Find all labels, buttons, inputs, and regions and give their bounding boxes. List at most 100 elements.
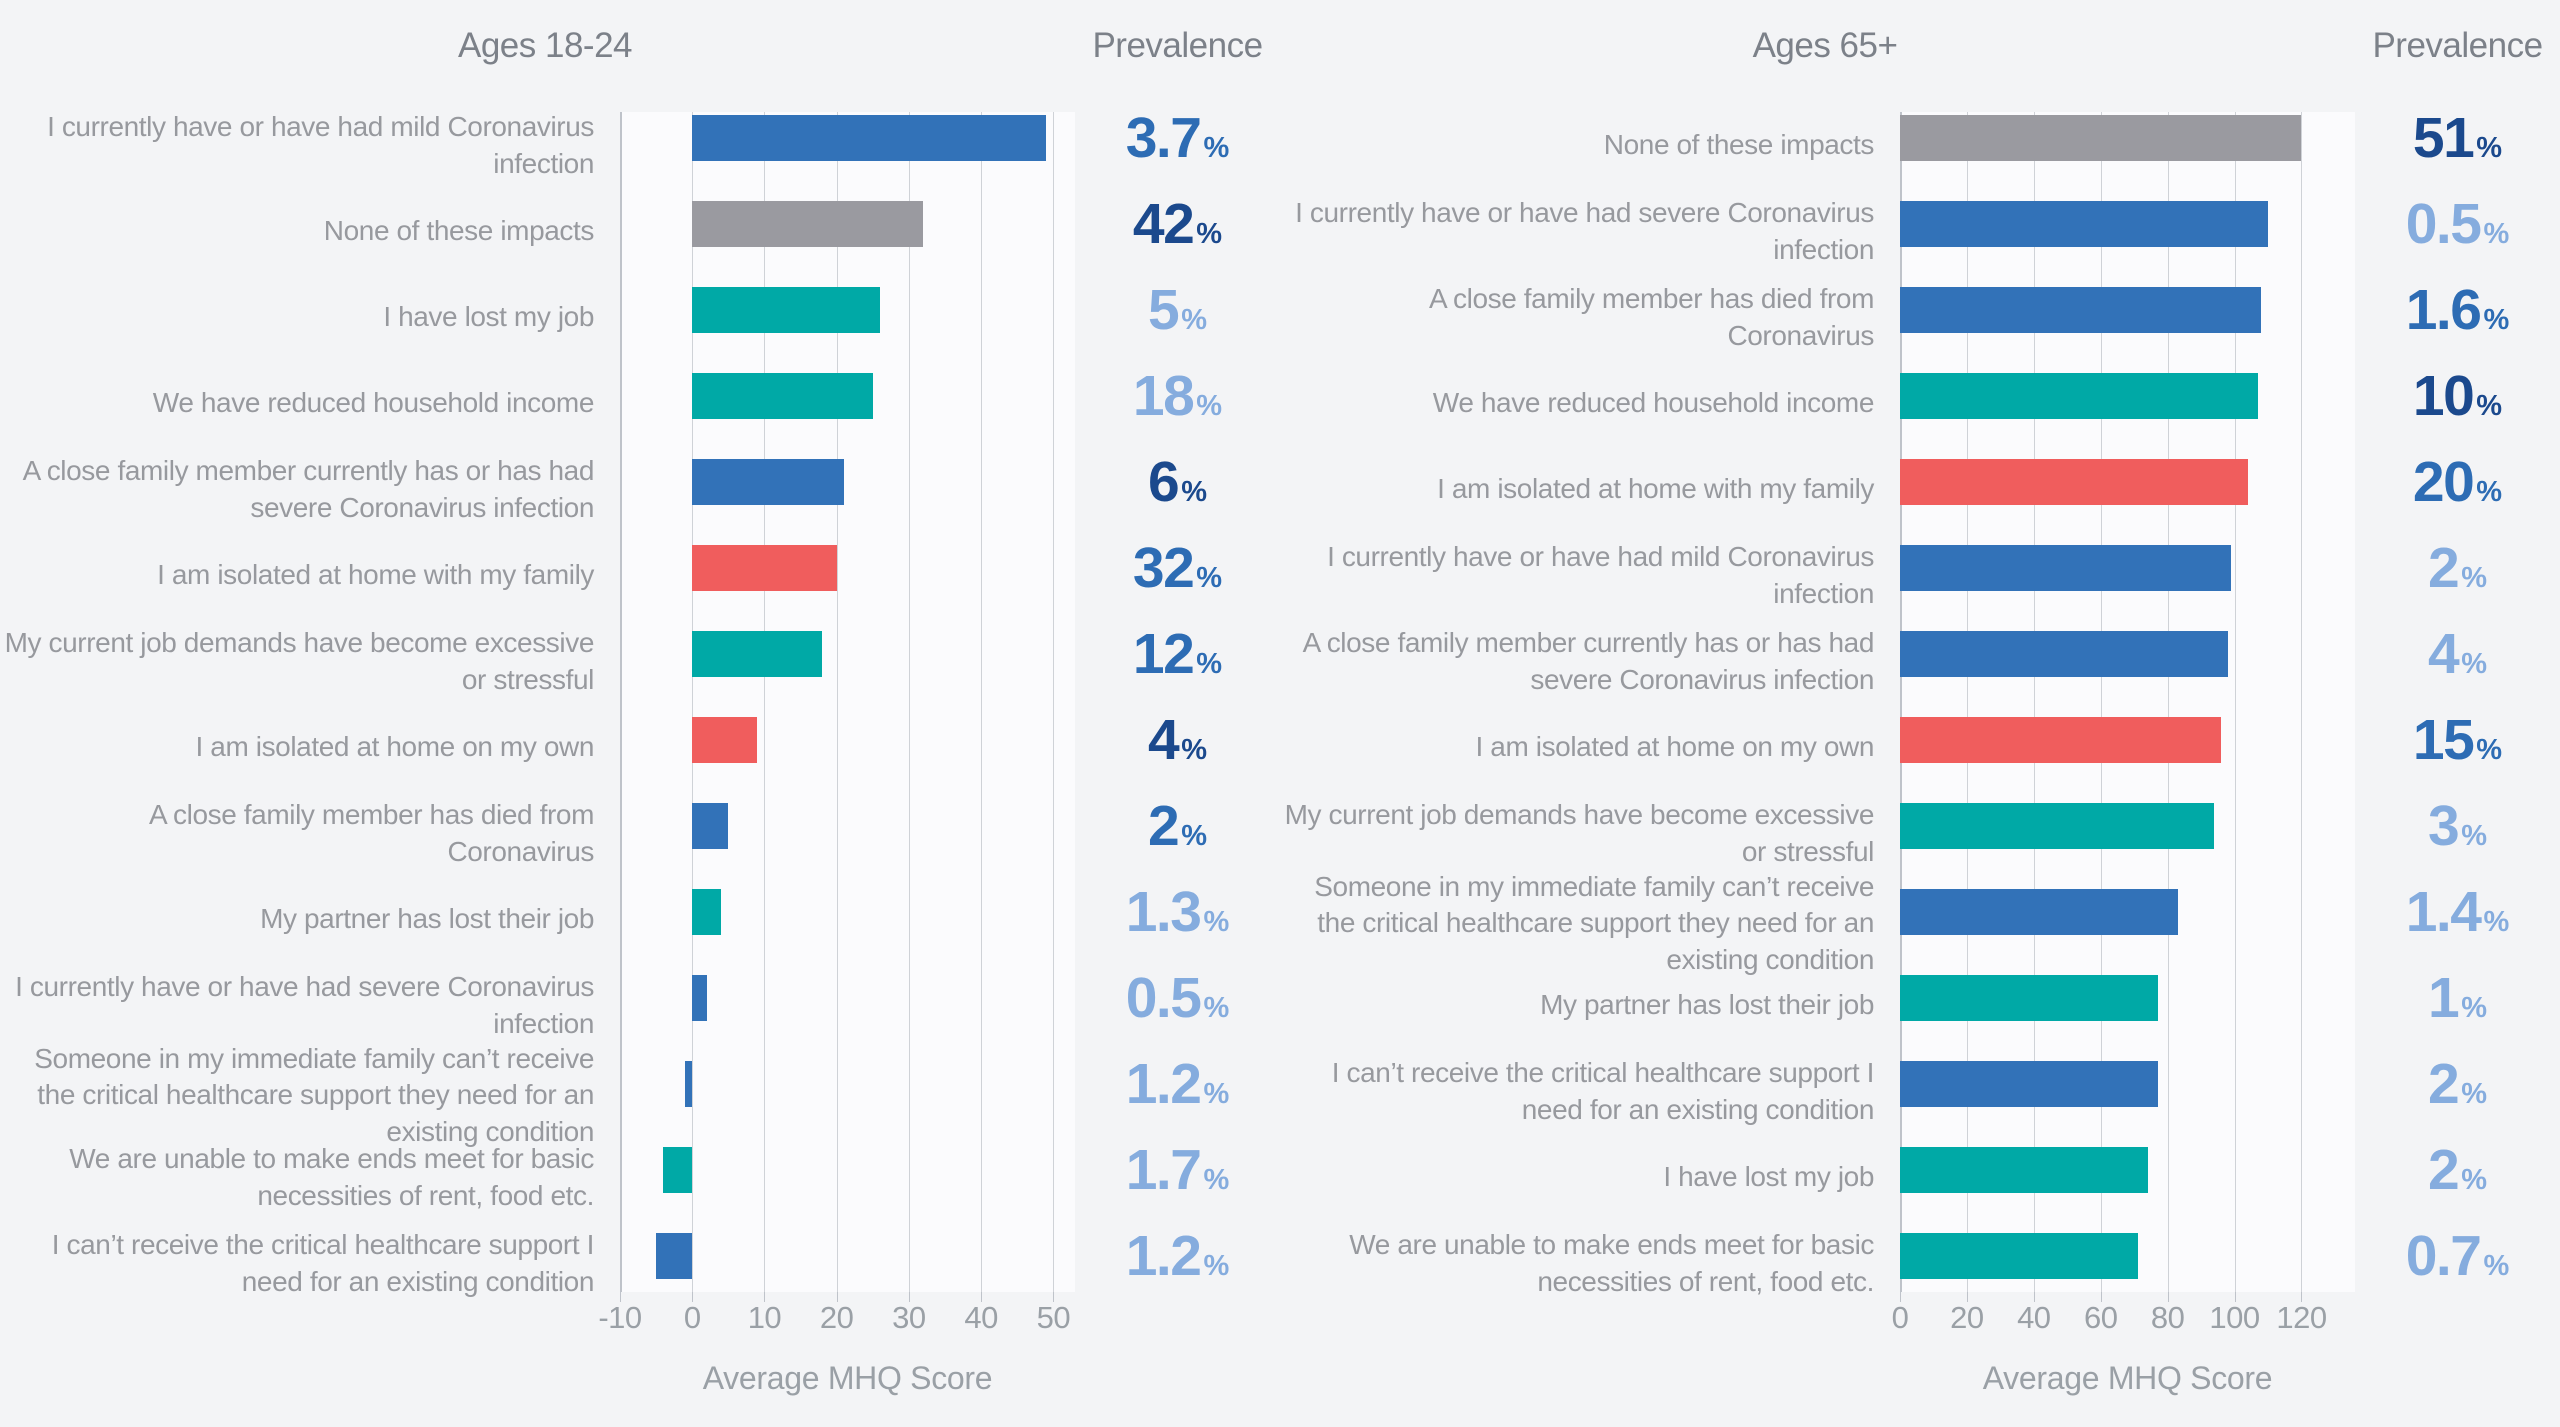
mhq-bar xyxy=(663,1147,693,1193)
gridline xyxy=(1053,112,1055,1292)
mhq-bar xyxy=(685,1061,693,1107)
prevalence-value: 1.3% xyxy=(1075,869,1280,970)
bar-track xyxy=(1900,439,2355,540)
prevalence-number: 1 xyxy=(2428,966,2460,1030)
bar-track xyxy=(1900,267,2355,368)
mhq-bar xyxy=(1900,115,2302,161)
percent-sign: % xyxy=(2461,562,2487,594)
prevalence-value: 3.7% xyxy=(1075,95,1280,196)
table-row: I can’t receive the critical healthcare … xyxy=(1280,1041,2560,1127)
bar-track xyxy=(620,955,1075,1056)
tick-mark xyxy=(2301,1292,2303,1302)
table-row: A close family member currently has or h… xyxy=(0,439,1280,525)
prevalence-value: 2% xyxy=(2355,525,2560,626)
category-label: We are unable to make ends meet for basi… xyxy=(69,1143,594,1211)
mhq-bar xyxy=(1900,889,2178,935)
axis-tick-label: 30 xyxy=(892,1300,926,1335)
mhq-bar xyxy=(1900,803,2215,849)
percent-sign: % xyxy=(2476,476,2503,508)
axis-tick-label: 80 xyxy=(2150,1300,2185,1335)
percent-sign: % xyxy=(2461,820,2487,852)
prevalence-value: 32% xyxy=(1075,525,1280,626)
prevalence-number: 12 xyxy=(1132,622,1195,686)
mhq-bar xyxy=(692,373,873,419)
percent-sign: % xyxy=(2461,1078,2487,1110)
gridline xyxy=(764,112,766,1292)
gridline xyxy=(908,112,910,1292)
category-label: I am isolated at home on my own xyxy=(195,731,595,763)
prevalence-heading: Prevalence xyxy=(1092,26,1263,65)
category-label: None of these impacts xyxy=(1603,129,1875,161)
prevalence-value: 18% xyxy=(1075,353,1280,454)
tick-mark xyxy=(764,1292,766,1302)
chart-title: Ages 18-24 xyxy=(457,26,633,65)
bar-track xyxy=(1900,611,2355,712)
axis-tick-label: 50 xyxy=(1036,1300,1071,1335)
prevalence-number: 18 xyxy=(1132,364,1195,428)
percent-sign: % xyxy=(1203,1164,1230,1196)
category-label: We have reduced household income xyxy=(1432,387,1875,419)
mhq-bar xyxy=(692,889,722,935)
gridline xyxy=(2234,112,2236,1292)
table-row: A close family member has died from Coro… xyxy=(0,783,1280,869)
category-label: I can’t receive the critical healthcare … xyxy=(1331,1057,1875,1125)
prevalence-value: 4% xyxy=(1075,697,1280,798)
bar-track xyxy=(1900,353,2355,454)
prevalence-number: 6 xyxy=(1148,450,1180,514)
bar-track xyxy=(1900,181,2355,282)
prevalence-number: 0.5 xyxy=(2405,192,2482,256)
gridline xyxy=(2167,112,2169,1292)
bar-track xyxy=(1900,783,2355,884)
prevalence-value: 51% xyxy=(2355,95,2560,196)
mhq-bar xyxy=(1900,373,2258,419)
percent-sign: % xyxy=(1203,132,1230,164)
prevalence-value: 1% xyxy=(2355,955,2560,1056)
percent-sign: % xyxy=(1181,476,1207,508)
category-label: A close family member currently has or h… xyxy=(1302,627,1875,695)
percent-sign: % xyxy=(2483,1250,2510,1282)
category-label: My current job demands have become exces… xyxy=(4,627,595,695)
category-label: I have lost my job xyxy=(383,301,594,333)
bar-track xyxy=(620,95,1075,196)
prevalence-value: 2% xyxy=(2355,1127,2560,1228)
gridline xyxy=(692,112,694,1292)
chart-title: Ages 65+ xyxy=(1752,26,1898,65)
prevalence-value: 12% xyxy=(1075,611,1280,712)
mhq-bar xyxy=(1900,975,2158,1021)
bar-track xyxy=(620,783,1075,884)
gridline xyxy=(836,112,838,1292)
percent-sign: % xyxy=(1181,820,1207,852)
category-label: I am isolated at home with my family xyxy=(157,559,594,591)
prevalence-number: 5 xyxy=(1148,278,1180,342)
tick-mark xyxy=(2100,1292,2102,1302)
axis-tick-label: 100 xyxy=(2209,1300,2260,1335)
category-label: I currently have or have had mild Corona… xyxy=(47,111,594,179)
percent-sign: % xyxy=(2476,132,2503,164)
prevalence-number: 0.7 xyxy=(2405,1224,2482,1288)
percent-sign: % xyxy=(2461,992,2487,1024)
mhq-bar xyxy=(1900,1233,2138,1279)
prevalence-value: 2% xyxy=(2355,1041,2560,1142)
prevalence-number: 1.4 xyxy=(2405,880,2482,944)
table-row: I currently have or have had severe Coro… xyxy=(0,955,1280,1041)
axis-tick-label: 10 xyxy=(747,1300,782,1335)
prevalence-number: 15 xyxy=(2412,708,2475,772)
table-row: I currently have or have had mild Corona… xyxy=(1280,525,2560,611)
percent-sign: % xyxy=(1181,304,1207,336)
mhq-bar xyxy=(1900,287,2262,333)
mhq-bar xyxy=(692,631,823,677)
prevalence-number: 1.2 xyxy=(1125,1224,1202,1288)
mhq-bar xyxy=(1900,1147,2148,1193)
percent-sign: % xyxy=(1196,562,1223,594)
table-row: We have reduced household income 10% xyxy=(1280,353,2560,439)
prevalence-number: 32 xyxy=(1132,536,1195,600)
gridline xyxy=(2033,112,2035,1292)
prevalence-number: 3.7 xyxy=(1125,106,1202,170)
prevalence-value: 1.7% xyxy=(1075,1127,1280,1228)
tick-mark xyxy=(1900,1292,1901,1302)
prevalence-value: 6% xyxy=(1075,439,1280,540)
bar-track xyxy=(620,1213,1075,1314)
axis-tick-label: 40 xyxy=(2017,1300,2051,1335)
prevalence-value: 1.4% xyxy=(2355,869,2560,978)
category-label: I currently have or have had mild Corona… xyxy=(1327,541,1874,609)
